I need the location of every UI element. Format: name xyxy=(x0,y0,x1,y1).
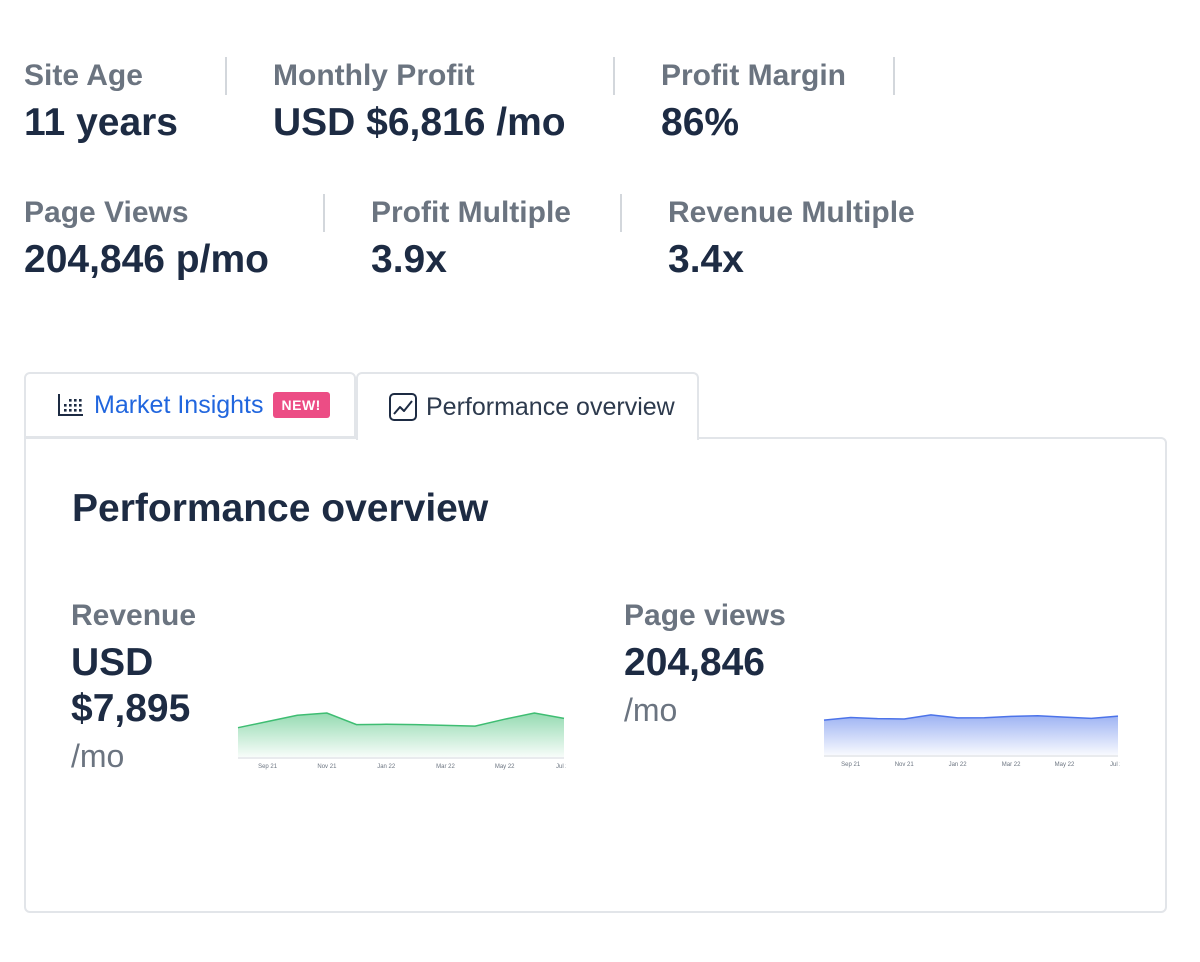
revenue-sparkline-tick-label: Jul 22 xyxy=(556,764,566,770)
pageviews-unit: /mo xyxy=(624,692,678,728)
revenue-label: Revenue xyxy=(71,599,197,632)
metric-monthly-profit: Monthly Profit USD $6,816 /mo xyxy=(273,58,566,146)
pageviews-sparkline-tick-label: May 22 xyxy=(1055,762,1075,768)
pageviews-sparkline: Sep 21 Nov 21 Jan 22 Mar 22 May 22 Jul 22 xyxy=(823,714,1120,768)
revenue-stat: Revenue USD $7,895 /mo xyxy=(71,596,196,778)
revenue-sparkline-tick-label: Jan 22 xyxy=(377,764,396,770)
chart-dots-icon xyxy=(56,390,86,420)
revenue-sparkline-line xyxy=(237,712,565,729)
metric-profit-multiple: Profit Multiple 3.9x xyxy=(371,195,571,283)
pageviews-label: Page views xyxy=(624,599,786,632)
metric-label: Page Views xyxy=(24,196,189,229)
metric-value: 86% xyxy=(661,101,740,144)
metric-divider xyxy=(620,194,622,232)
metric-label: Site Age xyxy=(24,59,143,92)
line-chart-icon xyxy=(388,392,418,422)
revenue-sparkline-tick-label: Sep 21 xyxy=(258,764,278,770)
tab-label: Market Insights xyxy=(94,390,264,419)
pageviews-sparkline-tick-label: Jan 22 xyxy=(949,762,968,768)
metric-profit-margin: Profit Margin 86% xyxy=(661,58,846,146)
panel-title: Performance overview xyxy=(72,487,489,530)
tab-performance-overview[interactable]: Performance overview xyxy=(356,372,699,440)
metric-value: 204,846 p/mo xyxy=(24,238,269,281)
revenue-sparkline-tick-label: Mar 22 xyxy=(436,764,455,770)
revenue-sparkline-tick-label: May 22 xyxy=(495,764,515,770)
metric-value: 3.4x xyxy=(668,238,744,281)
metric-divider xyxy=(613,57,615,95)
revenue-currency: USD xyxy=(71,641,154,684)
performance-overview-panel: Performance overview Revenue USD $7,895 … xyxy=(24,437,1167,913)
metric-value: 3.9x xyxy=(371,238,447,281)
metric-label: Revenue Multiple xyxy=(668,196,915,229)
pageviews-sparkline-tick-label: Jul 22 xyxy=(1110,762,1120,768)
metric-revenue-multiple: Revenue Multiple 3.4x xyxy=(668,195,915,283)
revenue-unit: /mo xyxy=(71,738,125,774)
revenue-sparkline: Sep 21 Nov 21 Jan 22 Mar 22 May 22 Jul 22 xyxy=(237,712,566,770)
revenue-sparkline-tick-label: Nov 21 xyxy=(317,764,337,770)
metric-divider xyxy=(323,194,325,232)
metric-label: Monthly Profit xyxy=(273,59,475,92)
revenue-sparkline-area xyxy=(238,713,564,757)
pageviews-sparkline-tick-label: Mar 22 xyxy=(1002,762,1021,768)
pageviews-sparkline-tick-label: Sep 21 xyxy=(841,762,861,768)
metric-divider xyxy=(225,57,227,95)
metric-site-age: Site Age 11 years xyxy=(24,58,178,146)
metric-label: Profit Margin xyxy=(661,59,846,92)
pageviews-sparkline-line xyxy=(823,714,1119,721)
pageviews-sparkline-tick-label: Nov 21 xyxy=(895,762,915,768)
metric-divider xyxy=(893,57,895,95)
tab-market-insights[interactable]: Market Insights NEW! xyxy=(24,372,356,438)
new-badge: NEW! xyxy=(272,392,330,418)
metric-label: Profit Multiple xyxy=(371,196,571,229)
metric-value: 11 years xyxy=(24,101,179,144)
metric-page-views: Page Views 204,846 p/mo xyxy=(24,195,269,283)
pageviews-sparkline-area xyxy=(824,714,1118,755)
tab-label: Performance overview xyxy=(426,392,675,421)
revenue-amount: $7,895 xyxy=(71,687,191,730)
metric-value: USD $6,816 /mo xyxy=(273,101,566,144)
pageviews-stat: Page views 204,846 /mo xyxy=(624,596,786,732)
pageviews-amount: 204,846 xyxy=(624,641,765,684)
